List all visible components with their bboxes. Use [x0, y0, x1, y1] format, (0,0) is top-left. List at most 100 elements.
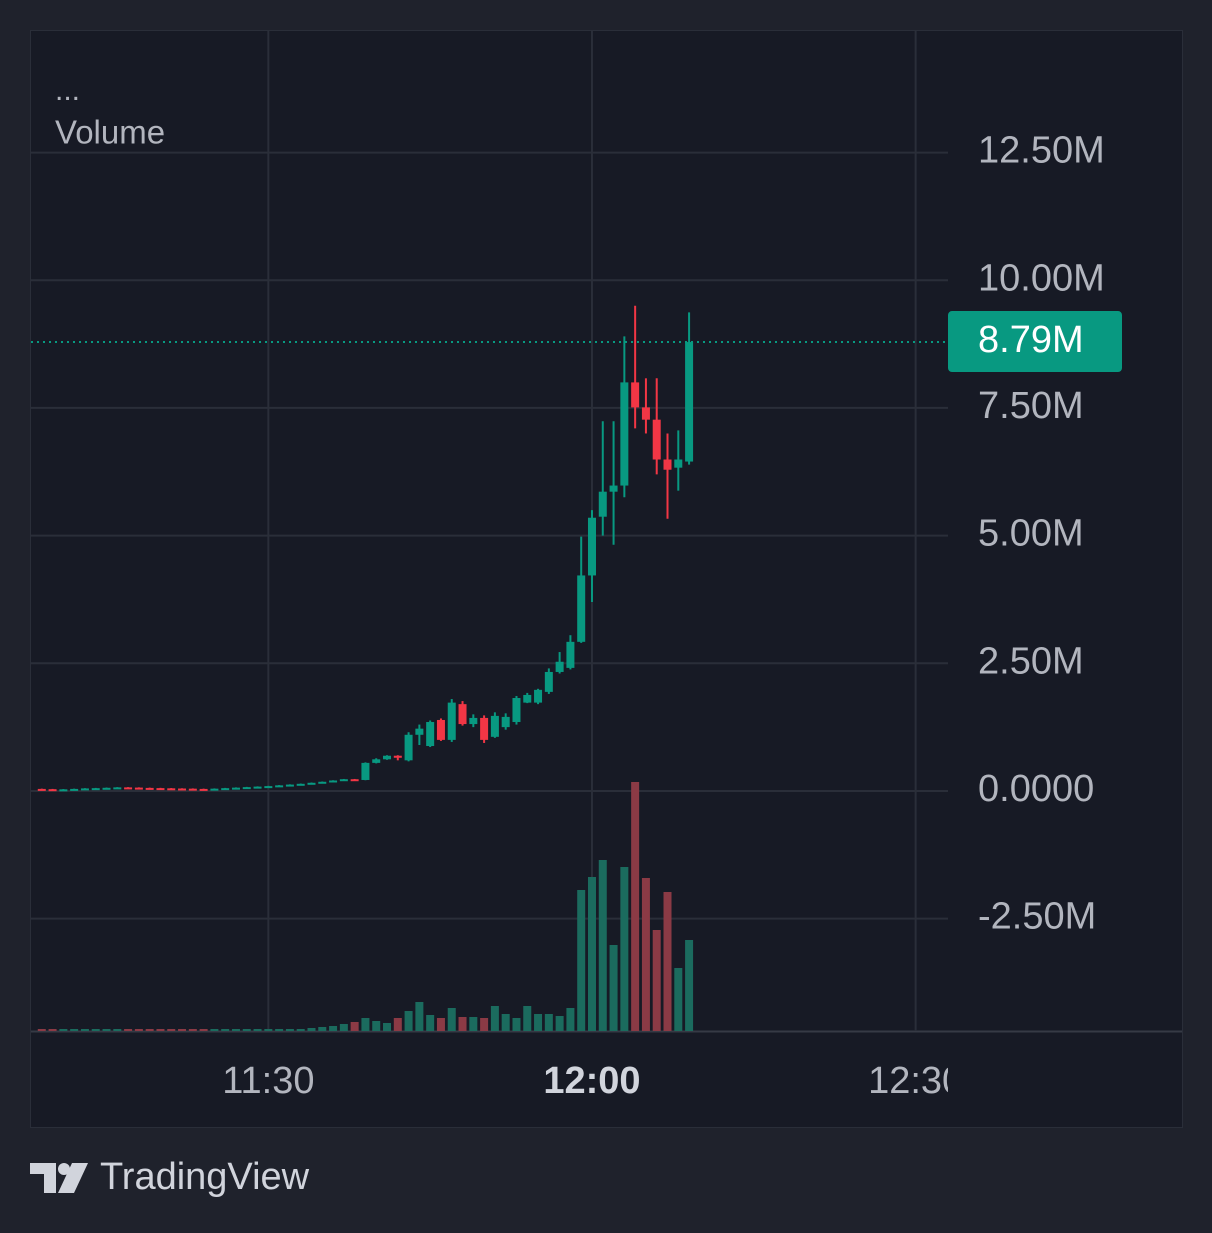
volume-bar: [188, 1029, 197, 1031]
candle-body: [329, 780, 338, 783]
volume-bar: [145, 1029, 154, 1031]
candle-body: [534, 689, 543, 703]
candle-body: [631, 382, 640, 408]
last-price-box: [948, 311, 1122, 373]
volume-bar: [641, 878, 650, 1031]
volume-bar: [91, 1029, 100, 1031]
x-tick-label: 12:00: [543, 1060, 640, 1102]
candle-body: [59, 789, 68, 792]
candle-body: [372, 759, 381, 763]
volume-bar: [490, 1006, 499, 1031]
candle-body: [577, 575, 586, 642]
candle-body: [447, 702, 456, 740]
legend-title: Volume: [55, 114, 165, 151]
volume-bar: [124, 1029, 133, 1031]
volume-bar: [587, 877, 596, 1031]
candle-body: [544, 671, 553, 692]
x-tick-label: 12:30: [868, 1060, 963, 1102]
candle-body: [641, 407, 650, 420]
candle-body: [231, 787, 240, 790]
candle-body: [620, 382, 629, 486]
candle-body: [361, 762, 370, 780]
volume-bar: [296, 1029, 305, 1031]
volume-bar: [372, 1021, 381, 1031]
candle-body: [285, 784, 294, 787]
volume-bar: [685, 940, 694, 1031]
candle-body: [124, 787, 133, 790]
plot-area: [37, 305, 694, 1031]
volume-bar: [383, 1023, 392, 1031]
brand-name: TradingView: [100, 1156, 310, 1198]
volume-bar: [59, 1029, 68, 1031]
volume-bar: [350, 1022, 359, 1031]
volume-bar: [447, 1008, 456, 1031]
candle-body: [512, 698, 521, 723]
candle-body: [145, 787, 154, 790]
candle-body: [318, 781, 327, 784]
time-axis: 11:30 12:00 12:30: [222, 1060, 963, 1102]
volume-bar: [404, 1011, 413, 1031]
volume-bar: [285, 1029, 294, 1031]
candle-body: [188, 788, 197, 791]
candle-body: [91, 788, 100, 791]
candle-body: [674, 459, 683, 468]
candle-body: [383, 755, 392, 760]
legend-menu[interactable]: ...: [55, 74, 80, 107]
candle-body: [501, 716, 510, 728]
volume-bar: [555, 1016, 564, 1031]
candle-body: [469, 717, 478, 725]
volume-bar: [210, 1029, 219, 1031]
volume-bar: [264, 1029, 273, 1031]
y-tick-label: 10.00M: [978, 257, 1105, 299]
y-tick-label: 5.00M: [978, 513, 1084, 555]
candle-body: [221, 788, 230, 791]
candle-body: [350, 779, 359, 782]
volume-bar: [113, 1029, 122, 1031]
volume-bar: [199, 1029, 208, 1031]
y-tick-label: 2.50M: [978, 640, 1084, 682]
y-tick-label: 12.50M: [978, 130, 1105, 172]
last-price-label: 8.79M: [978, 319, 1084, 361]
candle-body: [415, 728, 424, 735]
candle-body: [178, 788, 187, 791]
candle-body: [156, 788, 165, 791]
x-tick-label: 11:30: [222, 1060, 314, 1102]
volume-bar: [329, 1026, 338, 1031]
price-axis: -2.50M 0.0000 2.50M 5.00M 7.50M 10.00M 12.50M: [978, 130, 1105, 938]
volume-bar: [242, 1029, 251, 1031]
candle-body: [490, 715, 499, 737]
volume-bar: [631, 782, 640, 1031]
candle-body: [48, 789, 57, 792]
candle-body: [393, 755, 402, 758]
volume-bar: [544, 1014, 553, 1031]
volume-bar: [501, 1014, 510, 1031]
candle-body: [307, 782, 316, 785]
volume-bar: [70, 1029, 79, 1031]
candle-body: [555, 661, 564, 672]
candle-body: [339, 779, 348, 782]
y-tick-label: 0.0000: [978, 768, 1094, 810]
candle-body: [210, 788, 219, 791]
volume-bar: [620, 867, 629, 1031]
candle-body: [587, 517, 596, 576]
volume-bar: [566, 1008, 575, 1031]
candle-body: [102, 787, 111, 790]
candle-body: [242, 787, 251, 790]
candle-body: [113, 787, 122, 790]
volume-bar: [652, 930, 661, 1031]
candle-body: [70, 788, 79, 791]
grid: [31, 30, 948, 1031]
volume-bar: [37, 1029, 46, 1031]
volume-bar: [361, 1018, 370, 1031]
brand-logo: [30, 1163, 88, 1193]
volume-bar: [393, 1018, 402, 1031]
volume-bar: [674, 968, 683, 1031]
candle-body: [480, 717, 489, 740]
volume-bar: [598, 860, 607, 1031]
candle-body: [426, 722, 435, 747]
candle-body: [458, 704, 467, 725]
candle-body: [609, 485, 618, 492]
volume-bar: [221, 1029, 230, 1031]
